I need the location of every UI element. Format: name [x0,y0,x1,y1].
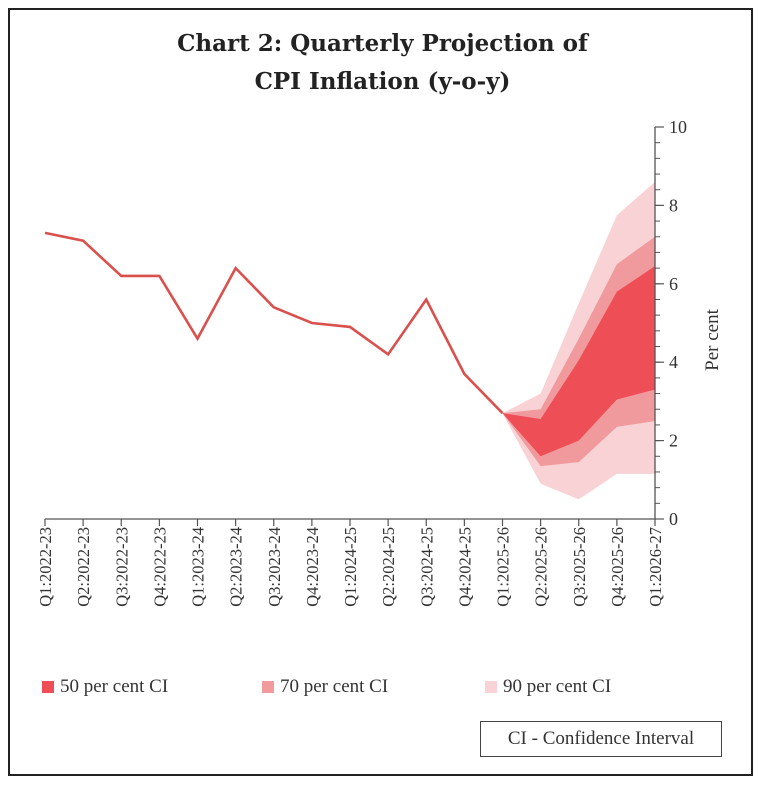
legend-swatch-90 [485,681,497,693]
y-tick-label: 0 [669,509,678,529]
y-axis-label: Per cent [702,308,723,370]
chart-frame [8,8,753,776]
x-tick-label: Q2:2022-23 [74,527,93,607]
x-tick-label: Q1:2025-26 [494,527,513,607]
ci-note: CI - Confidence Interval [480,721,722,757]
legend-label-90: 90 per cent CI [503,676,612,697]
x-tick-label: Q2:2024-25 [379,527,398,607]
legend-swatch-50 [42,681,54,693]
y-tick-label: 10 [669,117,687,137]
y-tick-label: 6 [669,274,678,294]
x-tick-label: Q4:2022-23 [150,527,169,607]
x-tick-label: Q2:2025-26 [532,527,551,607]
legend-item-50: 50 per cent CI [42,676,168,698]
x-tick-label: Q1:2024-25 [341,527,360,607]
legend-swatch-70 [262,681,274,693]
y-tick-label: 8 [669,195,678,215]
legend-item-90: 90 per cent CI [485,676,611,698]
y-tick-label: 2 [669,431,678,451]
x-tick-label: Q3:2024-25 [417,527,436,607]
x-tick-label: Q1:2023-24 [189,527,208,607]
x-tick-label: Q1:2022-23 [36,527,55,607]
legend-label-50: 50 per cent CI [60,676,169,697]
x-tick-label: Q4:2023-24 [303,527,322,607]
x-tick-label: Q4:2024-25 [455,527,474,607]
cpi-actual-line [44,231,504,415]
x-tick-label: Q3:2022-23 [112,527,131,607]
x-tick-label: Q3:2025-26 [570,527,589,607]
legend-label-70: 70 per cent CI [280,676,389,697]
y-tick-label: 4 [669,352,678,372]
chart-title-line2: CPI Inflation (y-o-y) [254,68,511,95]
x-tick-label: Q3:2023-24 [265,527,284,607]
chart-title-line1: Chart 2: Quarterly Projection of [177,30,588,57]
legend-item-70: 70 per cent CI [262,676,388,698]
x-tick-label: Q4:2025-26 [608,527,627,607]
fan-band-50 [502,266,655,457]
x-tick-label: Q2:2023-24 [227,527,246,607]
x-tick-label: Q1:2026-27 [646,527,665,607]
